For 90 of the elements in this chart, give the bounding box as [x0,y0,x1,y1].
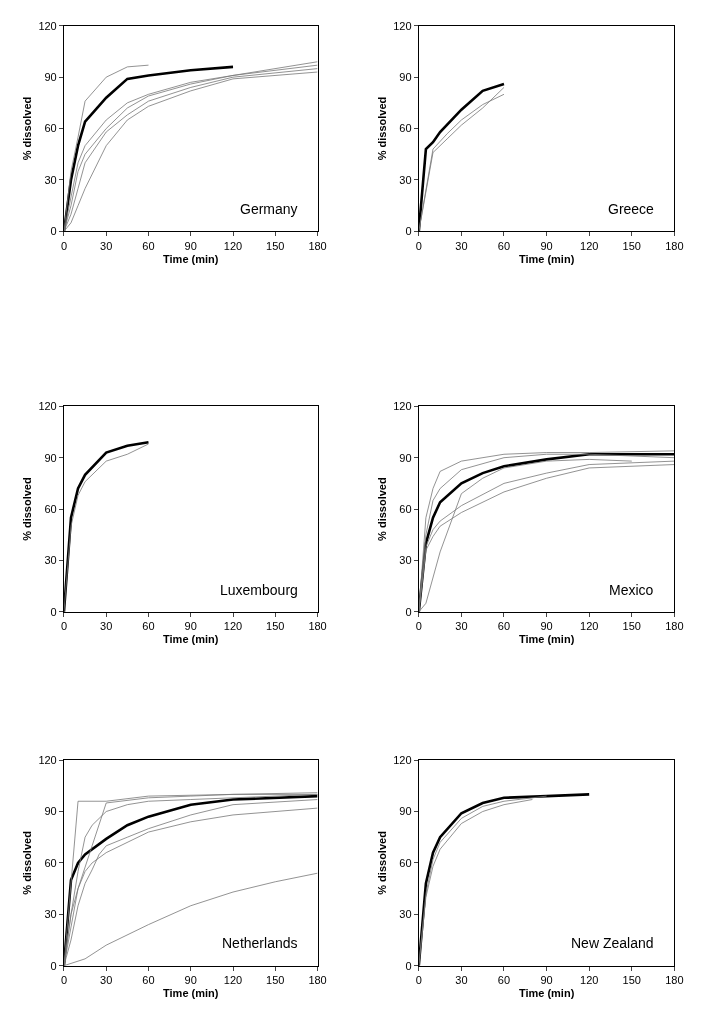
x-tick-label: 120 [580,973,599,986]
y-axis-title: % dissolved [21,831,34,895]
x-tick-label: 30 [100,620,113,633]
y-tick-label: 90 [399,805,412,818]
x-tick-label: 90 [184,239,197,252]
x-tick-label: 90 [184,620,197,633]
y-tick-label: 120 [393,753,412,766]
x-tick-label: 60 [497,620,511,633]
y-tick-label: 60 [44,856,57,869]
x-tick-label: 150 [622,239,641,252]
y-tick-label: 0 [50,225,57,238]
x-tick-label: 150 [266,620,285,633]
x-tick-label: 60 [497,973,511,986]
y-tick-label: 120 [393,19,412,32]
y-tick-label: 60 [399,502,412,515]
x-axis-title: Time (min) [163,987,219,1000]
x-axis-title: Time (min) [163,252,219,265]
x-tick-label: 150 [266,973,285,986]
y-tick-label: 60 [399,122,412,135]
x-tick-label: 150 [622,620,641,633]
x-axis-title: Time (min) [163,633,219,646]
y-tick-label: 0 [405,605,412,618]
y-tick-label: 30 [44,173,57,186]
y-tick-label: 0 [405,225,412,238]
y-tick-label: 0 [50,959,57,972]
x-axis-title: Time (min) [518,633,575,646]
annotation: Mexico [609,582,654,598]
x-tick-label: 90 [540,239,553,252]
x-tick-label: 30 [100,239,113,252]
x-tick-label: 150 [266,239,285,252]
x-tick-label: 60 [142,973,155,986]
y-tick-label: 0 [50,605,57,618]
annotation: Netherlands [222,935,298,951]
y-tick-label: 30 [44,554,57,567]
x-tick-label: 180 [665,973,684,986]
x-tick-label: 180 [308,973,327,986]
y-tick-label: 120 [38,400,57,413]
y-tick-label: 0 [405,959,412,972]
x-tick-label: 60 [142,239,155,252]
y-tick-label: 90 [399,451,412,464]
x-tick-label: 90 [540,620,553,633]
annotation: Luxembourg [220,582,298,598]
y-tick-label: 30 [399,173,412,186]
y-axis-title: % dissolved [21,96,34,161]
x-tick-label: 120 [223,239,243,252]
x-axis-title: Time (min) [518,987,575,1000]
y-tick-label: 60 [44,122,57,135]
y-tick-label: 120 [38,753,57,766]
y-tick-label: 60 [44,502,57,515]
y-axis-title: % dissolved [21,477,34,541]
y-tick-label: 90 [44,805,57,818]
x-tick-label: 30 [455,620,468,633]
x-tick-label: 0 [60,239,68,252]
y-tick-label: 30 [399,554,412,567]
x-tick-label: 30 [455,239,468,252]
y-tick-label: 60 [399,856,412,869]
y-tick-label: 90 [44,71,57,84]
y-axis-title: % dissolved [375,96,388,161]
y-tick-label: 30 [44,908,57,921]
x-tick-label: 0 [60,973,68,986]
y-tick-label: 120 [38,19,57,32]
annotation: Germany [240,201,298,217]
y-axis-title: % dissolved [375,477,388,541]
x-tick-label: 180 [665,620,684,633]
x-tick-label: 90 [540,973,553,986]
x-tick-label: 120 [580,239,599,252]
x-tick-label: 0 [415,239,422,252]
x-tick-label: 0 [60,620,68,633]
y-tick-label: 90 [399,71,412,84]
x-tick-label: 120 [223,620,243,633]
x-tick-label: 60 [497,239,511,252]
annotation: Greece [608,201,655,217]
x-tick-label: 60 [142,620,155,633]
y-axis-title: % dissolved [375,831,388,895]
x-tick-label: 0 [415,620,422,633]
y-tick-label: 120 [393,400,412,413]
y-tick-label: 90 [44,451,57,464]
x-tick-label: 90 [184,973,197,986]
x-tick-label: 150 [622,973,641,986]
x-tick-label: 120 [223,973,243,986]
x-tick-label: 30 [100,973,113,986]
y-tick-label: 30 [399,908,412,921]
x-axis-title: Time (min) [518,252,575,265]
x-tick-label: 180 [308,239,327,252]
annotation: New Zealand [571,935,654,951]
x-tick-label: 30 [455,973,468,986]
x-tick-label: 180 [665,239,684,252]
x-tick-label: 0 [415,973,422,986]
x-tick-label: 180 [308,620,327,633]
x-tick-label: 120 [580,620,599,633]
